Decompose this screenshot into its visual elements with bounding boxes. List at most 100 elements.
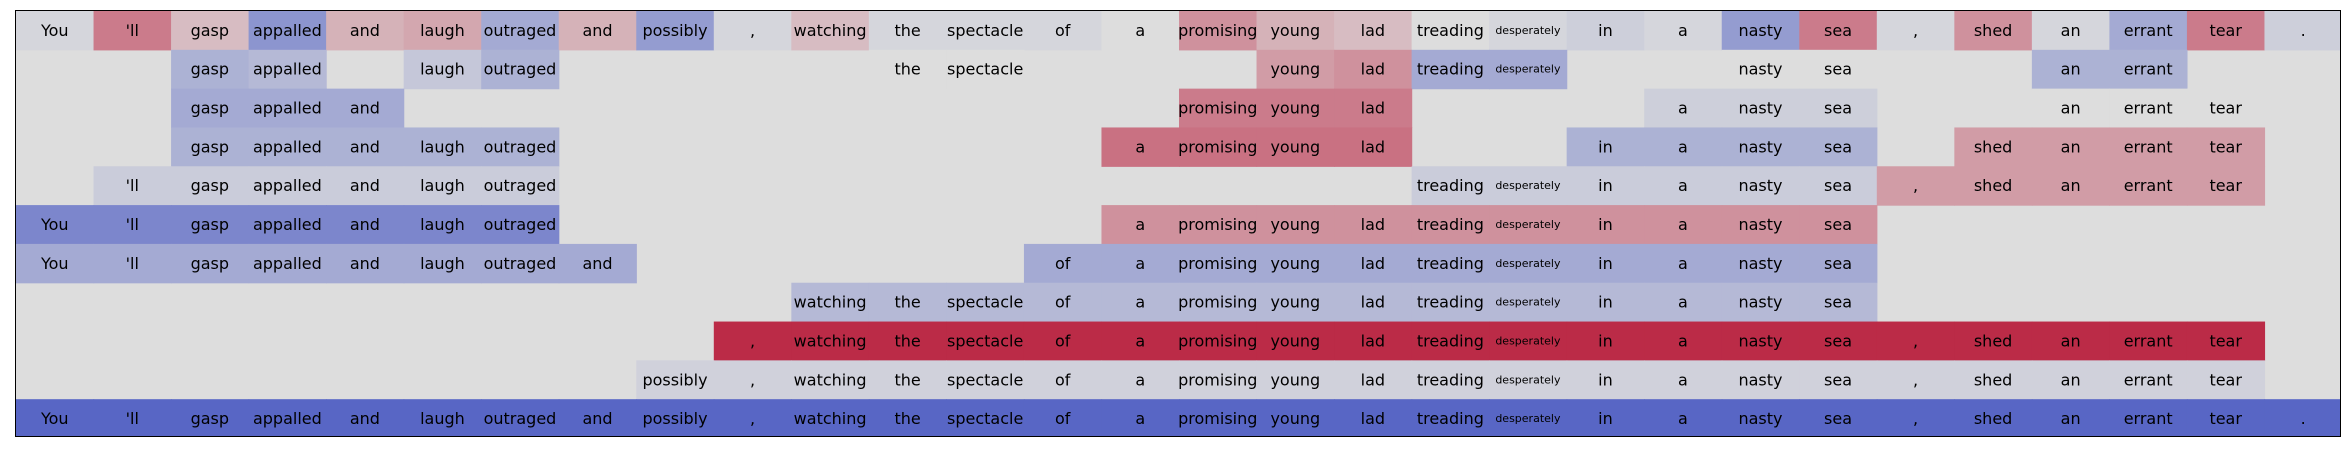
- cell-token-label: in: [1598, 409, 1613, 428]
- heatmap-cell: [1644, 360, 1723, 400]
- cell-token-label: lad: [1361, 293, 1385, 312]
- cell-token-label: nasty: [1738, 60, 1782, 79]
- cell-token-label: young: [1270, 409, 1320, 428]
- heatmap-cell: [248, 166, 327, 206]
- cell-token-label: appalled: [253, 137, 322, 156]
- heatmap-cell: [946, 321, 1025, 361]
- heatmap-cell: [248, 205, 327, 245]
- cell-token-label: spectacle: [947, 370, 1023, 389]
- heatmap-cell: [1954, 127, 2033, 167]
- heatmap-cell: [2031, 11, 2110, 51]
- heatmap-cell: [791, 11, 870, 51]
- cell-token-label: gasp: [191, 137, 229, 156]
- cell-token-label: ,: [750, 331, 755, 350]
- cell-token-label: appalled: [253, 254, 322, 273]
- cell-token-label: promising: [1178, 215, 1257, 234]
- heatmap-cell: [1644, 282, 1723, 323]
- heatmap-cell: [2186, 399, 2266, 436]
- heatmap-cell: [1334, 205, 1413, 245]
- heatmap-cell: [403, 127, 482, 167]
- cell-token-label: a: [1678, 99, 1688, 118]
- cell-token-label: ,: [750, 21, 755, 40]
- cell-token-label: and: [582, 409, 612, 428]
- heatmap-cell: [93, 11, 172, 51]
- cell-token-label: outraged: [484, 137, 557, 156]
- heatmap-cell: [636, 360, 715, 400]
- heatmap-cell: [16, 399, 95, 436]
- heatmap-cell: [713, 321, 792, 361]
- heatmap-cell: [1644, 399, 1723, 436]
- heatmap-cell: [1489, 243, 1568, 284]
- heatmap-cell: [868, 11, 947, 51]
- cell-token-label: ,: [1913, 331, 1918, 350]
- heatmap-cell: [1644, 243, 1723, 284]
- cell-token-label: ,: [1913, 370, 1918, 389]
- cell-token-label: a: [1135, 409, 1145, 428]
- cell-token-label: lad: [1361, 254, 1385, 273]
- heatmap-cell: [1101, 243, 1180, 284]
- cell-token-label: and: [350, 254, 380, 273]
- heatmap-cell: [1721, 282, 1800, 323]
- heatmap-cell: [1179, 282, 1258, 323]
- heatmap-cell: [171, 88, 250, 129]
- heatmap-cell: [248, 49, 327, 90]
- cell-token-label: shed: [1974, 409, 2012, 428]
- cell-token-label: lad: [1361, 370, 1385, 389]
- heatmap-cell: [1489, 205, 1568, 245]
- cell-token-label: You: [40, 254, 69, 273]
- heatmap-row: watching the spectacle of a promising young lad…: [791, 282, 1878, 323]
- cell-token-label: an: [2061, 409, 2081, 428]
- heatmap-cell: [1489, 360, 1568, 400]
- heatmap-cell: [1799, 282, 1878, 323]
- heatmap-cell: [481, 11, 560, 51]
- cell-token-label: a: [1678, 21, 1688, 40]
- cell-token-label: nasty: [1738, 215, 1782, 234]
- heatmap-cell: [713, 399, 792, 436]
- cell-token-label: the: [895, 331, 921, 350]
- cell-token-label: lad: [1361, 21, 1385, 40]
- cell-token-label: watching: [794, 293, 867, 312]
- cell-token-label: lad: [1361, 215, 1385, 234]
- cell-token-label: and: [350, 409, 380, 428]
- cell-token-label: lad: [1361, 331, 1385, 350]
- heatmap-cell: [171, 127, 250, 167]
- cell-token-label: the: [895, 21, 921, 40]
- heatmap-cell: [1799, 243, 1878, 284]
- cell-token-label: promising: [1178, 293, 1257, 312]
- heatmap-cell: [2109, 360, 2188, 400]
- cell-token-label: and: [350, 176, 380, 195]
- heatmap-cell: [2109, 11, 2188, 51]
- cell-token-label: shed: [1974, 331, 2012, 350]
- cell-token-label: an: [2061, 99, 2081, 118]
- heatmap-cell: [248, 11, 327, 51]
- cell-token-label: tear: [2209, 176, 2242, 195]
- cell-token-label: errant: [2124, 21, 2173, 40]
- heatmap-cell: [1023, 360, 1103, 400]
- heatmap-cell: [481, 205, 560, 245]
- heatmap-cell: [93, 166, 172, 206]
- cell-token-label: an: [2061, 137, 2081, 156]
- cell-token-label: an: [2061, 60, 2081, 79]
- cell-token-label: 'll: [126, 176, 139, 195]
- cell-token-label: possibly: [642, 409, 707, 428]
- heatmap-cell: [1411, 243, 1490, 284]
- heatmap-cell: [1179, 88, 1258, 129]
- heatmap-cell: [1799, 166, 1878, 206]
- cell-token-label: You: [40, 21, 69, 40]
- cell-token-label: promising: [1178, 331, 1257, 350]
- heatmap-cell: [946, 360, 1025, 400]
- heatmap-cell: [1721, 11, 1800, 51]
- cell-token-label: .: [2301, 21, 2306, 40]
- heatmap-cell: [1179, 399, 1258, 436]
- heatmap-row: gasp appalled laugh outraged the spectacle you…: [171, 49, 2188, 90]
- cell-token-label: a: [1135, 21, 1145, 40]
- cell-token-label: appalled: [253, 60, 322, 79]
- cell-token-label: treading: [1417, 409, 1484, 428]
- cell-token-label: a: [1135, 331, 1145, 350]
- cell-token-label: ,: [1913, 176, 1918, 195]
- heatmap-cell: [248, 243, 327, 284]
- cell-token-label: treading: [1417, 370, 1484, 389]
- cell-token-label: treading: [1417, 331, 1484, 350]
- heatmap-cell: [248, 127, 327, 167]
- cell-token-label: of: [1055, 21, 1071, 40]
